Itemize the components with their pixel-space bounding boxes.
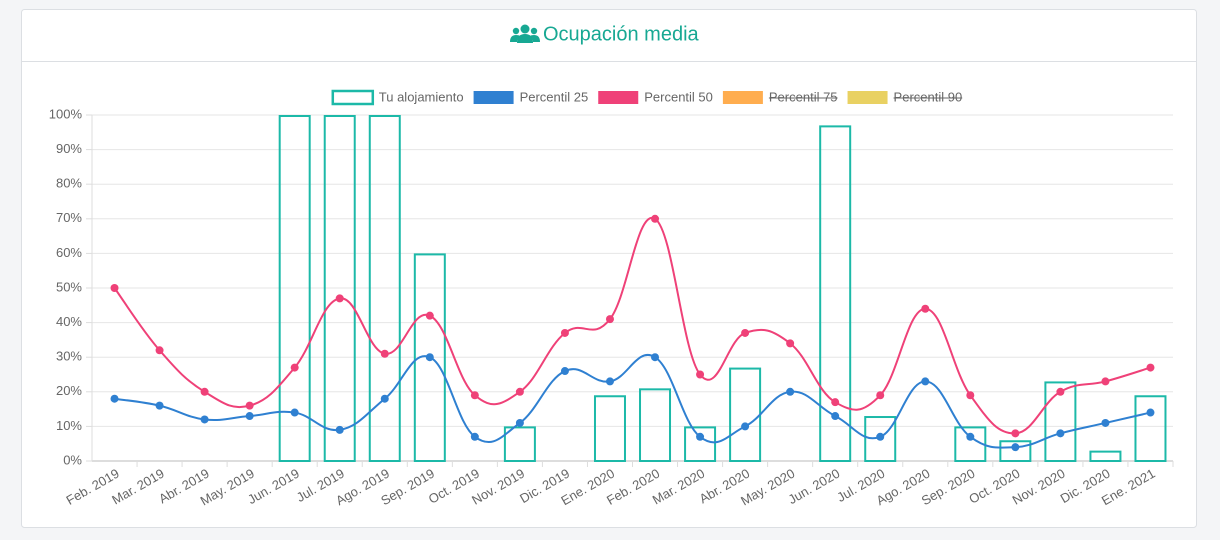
point [425, 311, 434, 320]
point [1056, 387, 1065, 396]
point [1146, 408, 1155, 417]
point [1056, 429, 1065, 438]
point [200, 387, 209, 396]
point [831, 398, 840, 407]
legend-item: Percentil 75 [722, 89, 838, 104]
point [155, 401, 164, 410]
legend-swatch [598, 91, 639, 104]
point [335, 425, 344, 434]
bar [639, 388, 672, 462]
point [560, 328, 569, 337]
point [696, 370, 705, 379]
bar [593, 395, 626, 463]
point [200, 415, 209, 424]
y-tick-label: 50% [56, 279, 82, 294]
point [290, 363, 299, 372]
chart-title: Ocupación media [543, 23, 700, 45]
line [113, 217, 1151, 435]
point [876, 432, 885, 441]
point [470, 432, 479, 441]
legend-swatch [847, 91, 888, 104]
point [921, 377, 930, 386]
point [1011, 429, 1020, 438]
point [245, 401, 254, 410]
point [966, 432, 975, 441]
bar [323, 115, 356, 462]
y-tick-label: 30% [56, 349, 82, 364]
y-tick-label: 40% [56, 314, 82, 329]
y-tick-label: 20% [56, 383, 82, 398]
point [380, 349, 389, 358]
bar [684, 426, 717, 462]
legend-label: Tu alojamiento [379, 89, 464, 104]
point [380, 394, 389, 403]
legend-label: Percentil 90 [894, 89, 963, 104]
legend-swatch [331, 89, 375, 106]
bar [413, 253, 446, 462]
point [245, 412, 254, 421]
y-tick-label: 0% [63, 452, 82, 467]
point [425, 353, 434, 362]
point [1101, 377, 1110, 386]
y-tick-label: 100% [49, 106, 83, 121]
y-tick-label: 90% [56, 141, 82, 156]
card [21, 9, 1197, 528]
users-icon [510, 24, 540, 43]
legend-item: Tu alojamiento [331, 89, 464, 106]
bar [864, 416, 897, 462]
point [155, 346, 164, 355]
point [651, 214, 660, 223]
legend-item: Percentil 90 [847, 89, 963, 104]
legend-swatch [722, 91, 763, 104]
point [290, 408, 299, 417]
point [786, 339, 795, 348]
legend-swatch [473, 91, 514, 104]
point [921, 304, 930, 313]
point [470, 391, 479, 400]
bar [368, 115, 401, 462]
legend-label: Percentil 50 [644, 89, 713, 104]
point [876, 391, 885, 400]
point [741, 422, 750, 431]
point [831, 412, 840, 421]
point [966, 391, 975, 400]
point [651, 353, 660, 362]
bar [1044, 381, 1077, 463]
legend-item: Percentil 50 [598, 89, 713, 104]
point [1101, 418, 1110, 427]
point [110, 284, 119, 292]
point [696, 432, 705, 441]
y-tick-label: 70% [56, 210, 82, 225]
bar [819, 125, 852, 462]
y-tick-label: 60% [56, 245, 82, 260]
point [1146, 363, 1155, 372]
point [515, 418, 524, 427]
bar [278, 115, 311, 462]
point [1011, 443, 1020, 452]
y-tick-label: 80% [56, 176, 82, 191]
legend-label: Percentil 75 [769, 89, 838, 104]
bar [999, 440, 1032, 462]
point [335, 294, 344, 303]
point [560, 367, 569, 376]
point [605, 315, 614, 324]
point [605, 377, 614, 386]
legend-item: Percentil 25 [473, 89, 589, 104]
point [515, 387, 524, 396]
point [110, 394, 119, 403]
bar [1134, 395, 1167, 463]
point [786, 387, 795, 396]
point [741, 328, 750, 337]
legend-label: Percentil 25 [520, 89, 589, 104]
bar [503, 426, 536, 462]
bar [1089, 450, 1122, 462]
y-tick-label: 10% [56, 418, 82, 433]
